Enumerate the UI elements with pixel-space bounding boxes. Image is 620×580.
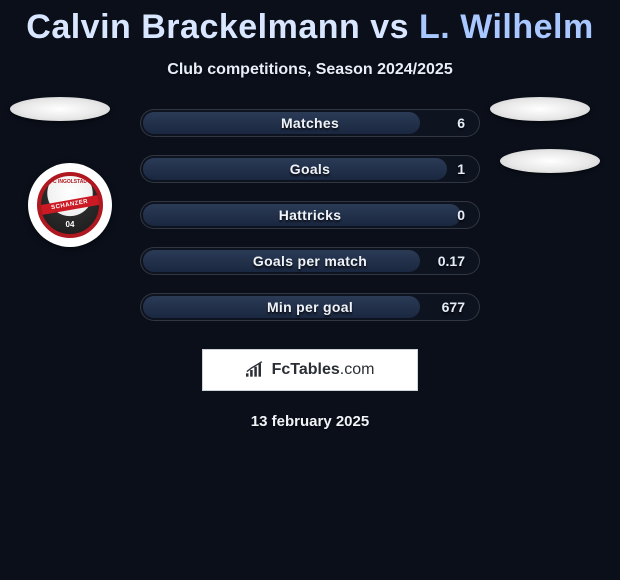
- player2-name: L. Wilhelm: [419, 8, 594, 46]
- vs-label: vs: [370, 8, 409, 46]
- crest-ribbon: SCHANZER: [37, 194, 103, 216]
- page-title: Calvin Brackelmann vs L. Wilhelm: [26, 8, 593, 47]
- club-crest: FC INGOLSTADT SCHANZER 04: [28, 163, 112, 247]
- crest-bottom-text: 04: [41, 220, 99, 229]
- bar-chart-icon: [246, 361, 266, 379]
- stat-label: Hattricks: [279, 207, 342, 223]
- stat-row: Hattricks 0: [140, 201, 480, 229]
- date-label: 13 february 2025: [251, 413, 369, 430]
- stat-value: 0: [457, 207, 465, 223]
- club-crest-inner: FC INGOLSTADT SCHANZER 04: [37, 172, 103, 238]
- brand-box: FcTables.com: [202, 349, 418, 391]
- brand-text: FcTables.com: [272, 361, 375, 379]
- player1-name: Calvin Brackelmann: [26, 8, 360, 46]
- stat-label: Goals per match: [253, 253, 367, 269]
- placeholder-ellipse-right-2: [500, 149, 600, 173]
- stat-value: 0.17: [438, 253, 465, 269]
- crest-top-text: FC INGOLSTADT: [41, 179, 99, 185]
- stat-value: 677: [442, 299, 465, 315]
- stat-row: Goals per match 0.17: [140, 247, 480, 275]
- stat-label: Goals: [290, 161, 330, 177]
- stat-label: Matches: [281, 115, 339, 131]
- stat-label: Min per goal: [267, 299, 353, 315]
- brand-name: FcTables: [272, 361, 340, 378]
- placeholder-ellipse-left: [10, 97, 110, 121]
- stat-row: Goals 1: [140, 155, 480, 183]
- subtitle: Club competitions, Season 2024/2025: [167, 61, 452, 79]
- brand-tld: .com: [340, 361, 375, 378]
- stat-value: 1: [457, 161, 465, 177]
- stat-row: Min per goal 677: [140, 293, 480, 321]
- stat-row: Matches 6: [140, 109, 480, 137]
- crest-ribbon-text: SCHANZER: [51, 199, 89, 211]
- comparison-card: Calvin Brackelmann vs L. Wilhelm Club co…: [0, 0, 620, 430]
- stat-value: 6: [457, 115, 465, 131]
- stats-area: FC INGOLSTADT SCHANZER 04 Matches 6 Goal…: [0, 109, 620, 321]
- placeholder-ellipse-right-1: [490, 97, 590, 121]
